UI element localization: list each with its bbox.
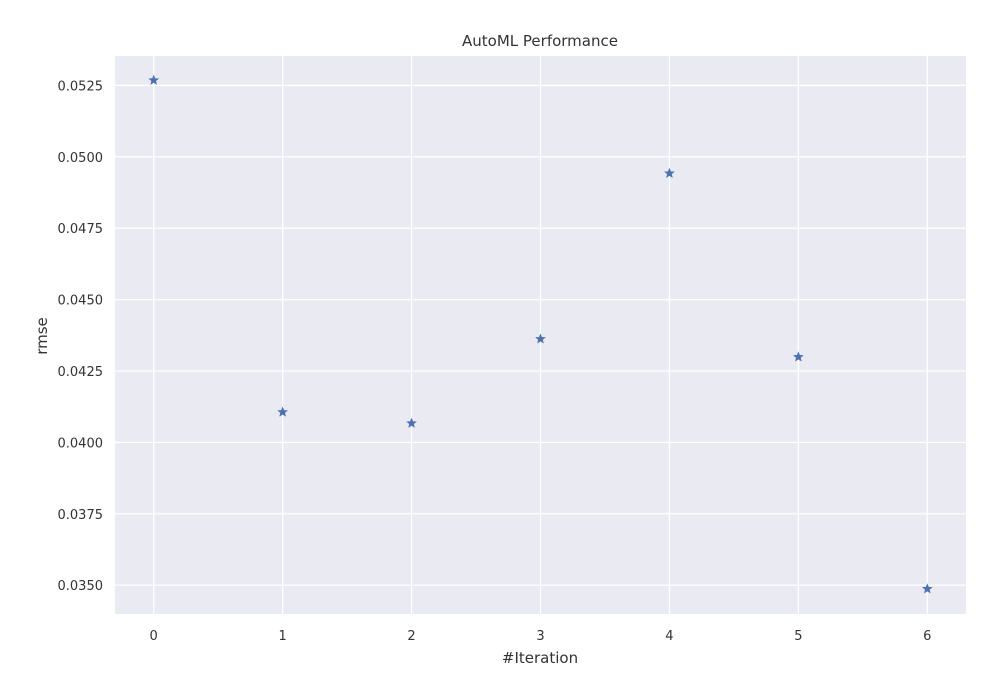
y-axis-label: rmse [33,317,51,355]
data-point [664,167,675,178]
y-tick-label: 0.0525 [58,79,104,94]
data-point [535,333,546,344]
data-point [406,417,417,428]
tick-labels: 0 1 2 3 4 5 6 0.0350 0.0375 0.0400 0.0425 0.0450 0.0… [58,79,932,644]
data-point [277,406,288,417]
x-tick-label: 5 [794,629,802,644]
y-tick-label: 0.0400 [58,436,104,451]
data-points [148,74,933,594]
data-point [793,351,804,362]
chart-title: AutoML Performance [462,32,618,50]
grid [115,56,966,614]
x-tick-label: 2 [407,629,415,644]
y-tick-label: 0.0350 [58,579,104,594]
y-tick-label: 0.0500 [58,151,104,166]
y-tick-label: 0.0375 [58,508,104,523]
x-tick-label: 4 [665,629,673,644]
x-axis-label: #Iteration [502,649,578,667]
x-tick-label: 3 [536,629,544,644]
y-tick-label: 0.0450 [58,294,104,309]
y-tick-label: 0.0475 [58,222,104,237]
data-point [148,74,160,85]
x-tick-label: 1 [278,629,286,644]
data-point [921,583,933,594]
x-tick-label: 0 [150,629,158,644]
y-tick-label: 0.0425 [58,365,104,380]
x-tick-label: 6 [923,629,931,644]
